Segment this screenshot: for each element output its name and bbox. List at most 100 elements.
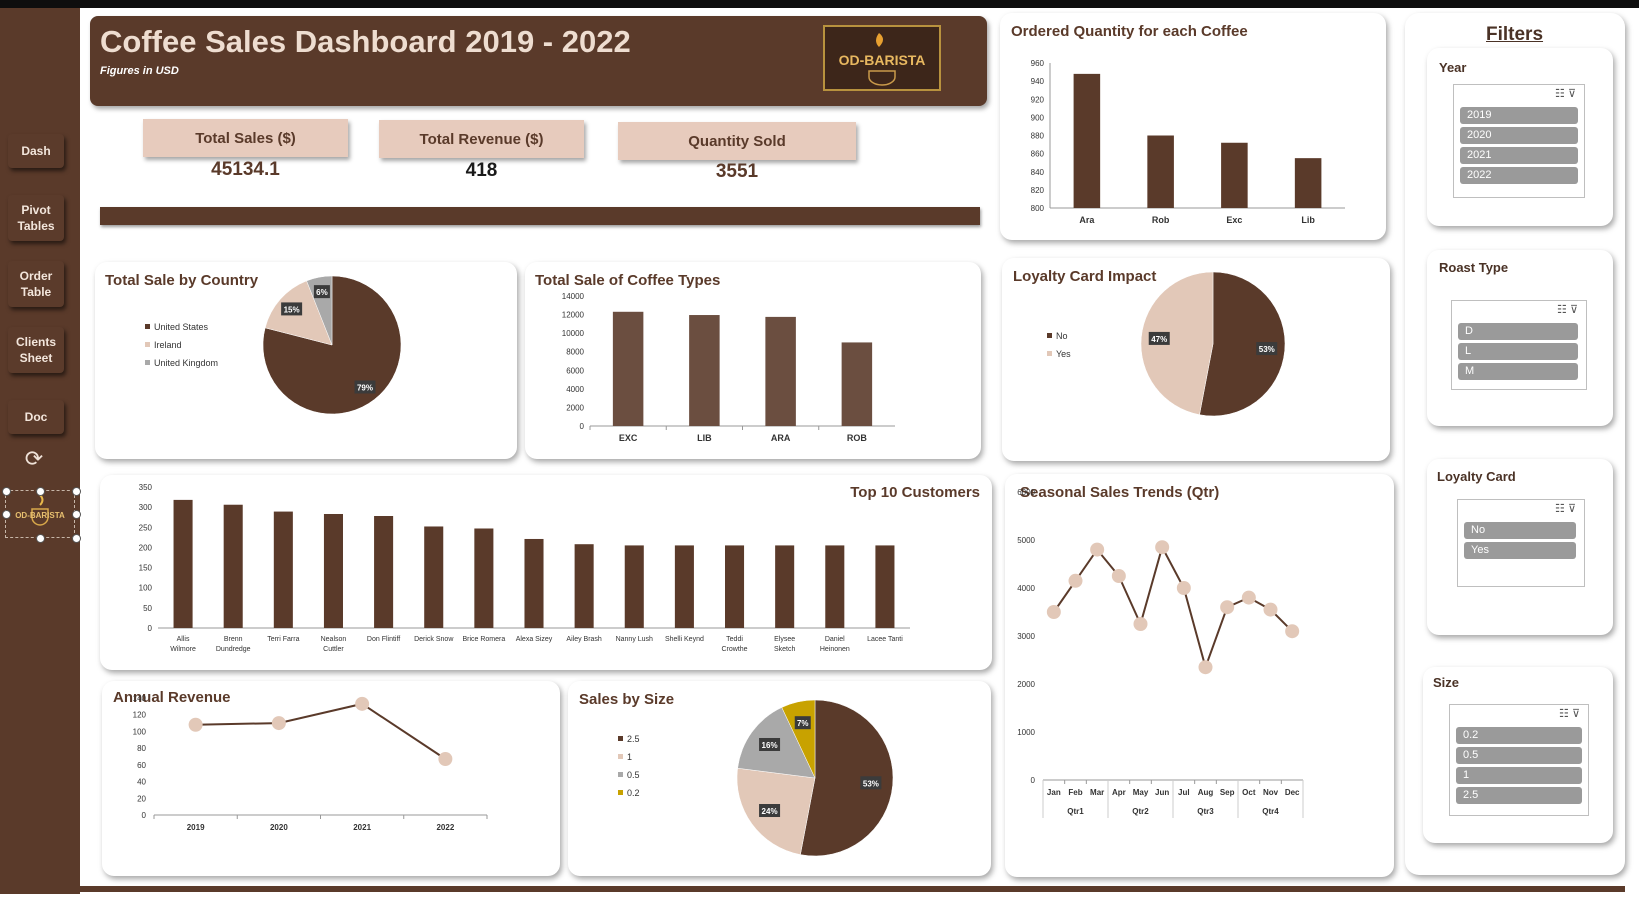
legend-label: No [1056,331,1068,341]
y-tick-label: 300 [139,503,153,512]
x-tick-label: Aug [1198,788,1214,797]
x-tick-label: Cuttler [323,646,344,653]
seasonal-chart: 0 1000 2000 3000 4000 5000 6000 Jan Feb Mar Apr May… [1017,488,1304,818]
y-tick-label: 140 [133,694,147,703]
nav-button-order-table[interactable]: Order Table [8,261,64,307]
y-tick-label: 0 [142,811,147,820]
country-title: Total Sale by Country [105,272,259,289]
data-point [1155,540,1170,555]
brand-logo-text: OD-BARISTA [839,52,926,68]
loyalty-option-no[interactable]: No [1464,522,1576,539]
size-option-0-2[interactable]: 0.2 [1456,727,1582,744]
x-tick-label: Jul [1178,788,1190,797]
x-tick-label: Lib [1301,215,1315,225]
legend-label: United States [154,322,209,332]
bar [689,315,720,426]
x-tick-label: Derick Snow [414,636,454,643]
slicer-multiselect-icon[interactable]: ☷ ⊽ [1555,88,1576,100]
bar [424,526,444,628]
legend-swatch [618,790,623,795]
data-point [1068,573,1083,588]
slicer-multiselect-icon[interactable]: ☷ ⊽ [1559,708,1580,720]
x-tick-label: Sketch [774,646,796,653]
annual-revenue-chart: 0 20 40 60 80 100 120 140 2019 2020 2021 2022 [133,694,488,832]
size-option-1[interactable]: 1 [1456,767,1582,784]
x-tick-label: ARA [771,433,791,443]
legend-swatch [145,324,150,329]
legend-label: 0.5 [627,770,640,780]
y-tick-label: 50 [143,604,152,613]
nav-button-doc[interactable]: Doc [8,400,64,434]
refresh-icon[interactable]: ⟳ [24,446,44,471]
data-point [188,717,203,732]
seasonal-title: Seasonal Sales Trends (Qtr) [1020,484,1220,501]
divider-bar [100,207,980,225]
nav-button-clients-sheet[interactable]: Clients Sheet [8,327,64,373]
roast-slicer: ☷ ⊽ D L M [1451,300,1587,390]
y-tick-label: 4000 [566,385,584,394]
x-tick-label: 2019 [187,823,205,832]
bottom-strip [80,886,1625,892]
y-tick-label: 1000 [1017,728,1035,737]
year-option-2020[interactable]: 2020 [1460,127,1578,144]
x-tick-label: Don Flintiff [367,636,400,643]
y-tick-label: 40 [137,778,146,787]
data-label: 15% [284,305,300,314]
size-slicer: ☷ ⊽ 0.2 0.5 1 2.5 [1449,704,1589,816]
roast-option-l[interactable]: L [1458,343,1578,360]
x-tick-label: Apr [1112,788,1126,797]
filters-title: Filters [1486,24,1544,45]
slicer-multiselect-icon[interactable]: ☷ ⊽ [1557,304,1578,316]
kpi-total-sales-value: 45134.1 [211,159,280,180]
y-tick-label: 200 [139,543,153,552]
size-slicer-card: Size ☷ ⊽ 0.2 0.5 1 2.5 [1423,667,1613,843]
page-subtitle: Figures in USD [100,65,179,77]
legend-swatch [145,342,150,347]
kpi-quantity-value: 3551 [715,161,759,182]
year-option-2019[interactable]: 2019 [1460,107,1578,124]
y-tick-label: 5000 [1017,536,1035,545]
year-option-2021[interactable]: 2021 [1460,147,1578,164]
ordered-quantity-card: Ordered Quantity for each Coffee 800 820 8… [1000,13,1386,240]
x-tick-label: Heinonen [820,646,850,653]
sidebar-logo[interactable]: OD-BARISTA [2,487,81,543]
top-customers-chart: 0 50 100 150 200 250 300 350 Allis Wilmore Brenn Du… [139,483,910,653]
bar [323,513,343,628]
bar [841,342,873,426]
size-option-2-5[interactable]: 2.5 [1456,787,1582,804]
x-tick-label: 2022 [436,823,454,832]
size-option-0-5[interactable]: 0.5 [1456,747,1582,764]
nav-button-pivot-tables[interactable]: Pivot Tables [8,195,64,241]
x-tick-label: Dec [1285,788,1300,797]
x-tick-label: Jan [1047,788,1061,797]
annual-revenue-card: Annual Revenue 0 20 40 60 80 100 120 140 2019 202… [102,681,560,876]
bar [1147,135,1174,208]
x-tick-label: Wilmore [170,646,196,653]
bar [474,528,494,628]
data-label-box [1148,331,1170,345]
sales-by-size-card: Sales by Size 53% 24% 16% 7% 2.5 1 0.5 0.2 [568,681,991,876]
bar [1294,158,1322,208]
ordered-quantity-title: Ordered Quantity for each Coffee [1011,23,1248,40]
y-tick-label: 940 [1031,77,1045,86]
roast-option-d[interactable]: D [1458,323,1578,340]
bar [725,545,745,628]
roast-slicer-card: Roast Type ☷ ⊽ D L M [1427,250,1613,426]
group-label: Qtr1 [1067,807,1084,816]
loyalty-option-yes[interactable]: Yes [1464,542,1576,559]
data-label: 16% [762,741,778,750]
kpi-total-revenue-value: 418 [465,160,498,181]
sidebar-logo-text: OD-BARISTA [15,511,65,520]
data-point [438,752,453,767]
legend-label: 0.2 [627,788,640,798]
x-tick-label: Alexa Sizey [516,636,553,643]
y-tick-label: 250 [139,523,153,532]
year-option-2022[interactable]: 2022 [1460,167,1578,184]
y-tick-label: 900 [1031,113,1045,122]
dashboard-header: Coffee Sales Dashboard 2019 - 2022 Figur… [90,16,987,106]
data-label-box [313,285,330,299]
x-tick-label: Elysee [774,636,795,643]
slicer-multiselect-icon[interactable]: ☷ ⊽ [1555,503,1576,515]
roast-option-m[interactable]: M [1458,363,1578,380]
nav-button-dash[interactable]: Dash [8,134,64,168]
